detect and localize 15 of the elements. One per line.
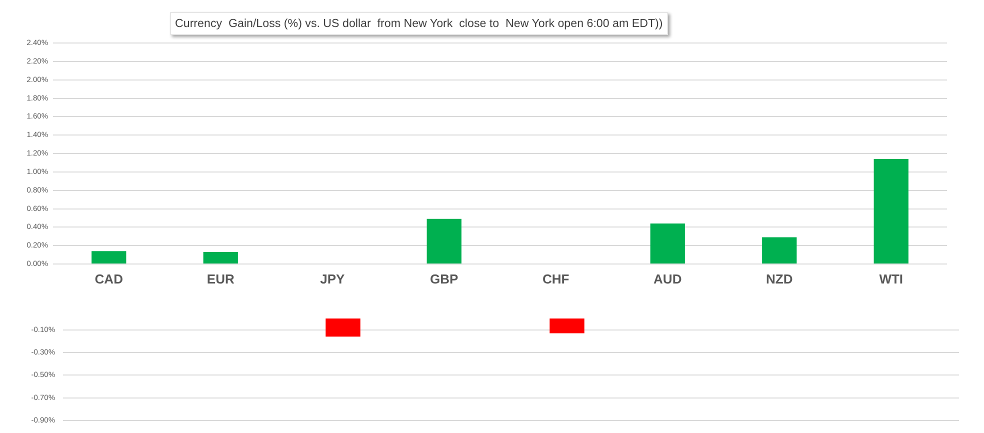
bar <box>426 218 462 264</box>
x-tick-label: GBP <box>430 271 459 286</box>
x-tick-label: WTI <box>879 271 904 286</box>
x-tick-label: CHF <box>542 271 570 286</box>
x-tick-label: JPY <box>320 271 345 286</box>
x-tick-label: CAD <box>94 271 123 286</box>
chart-title: Currency Gain/Loss (%) vs. US dollar from New York close to New York open 6:00 am EDT)) <box>170 12 668 35</box>
x-tick-label: EUR <box>206 271 235 286</box>
x-tick-label: NZD <box>766 271 793 286</box>
bar <box>203 252 238 264</box>
bar <box>762 237 797 264</box>
bar <box>92 251 126 264</box>
x-tick-label: AUD <box>654 271 682 286</box>
bar <box>874 159 908 264</box>
bar <box>650 223 685 264</box>
